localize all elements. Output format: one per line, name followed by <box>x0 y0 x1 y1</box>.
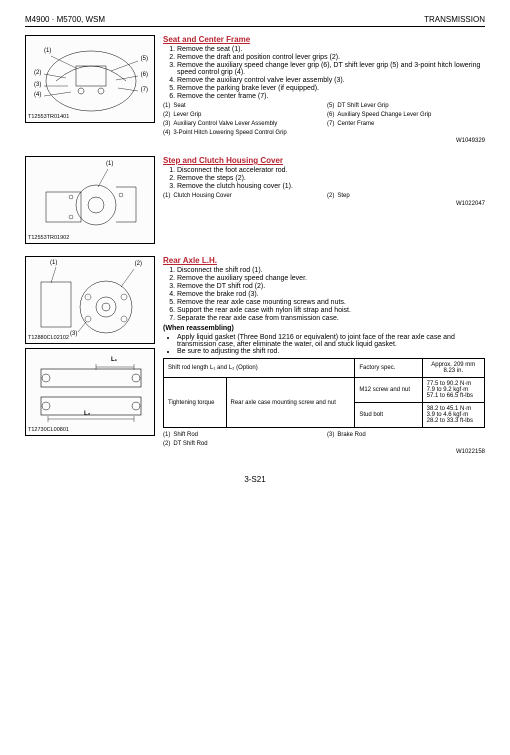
callout-4: (4) <box>34 92 41 98</box>
step: Remove the steps (2). <box>177 175 485 182</box>
step: Separate the rear axle case from transmi… <box>177 315 485 322</box>
callout-1: (1) <box>44 48 51 54</box>
text-column: Seat and Center Frame Remove the seat (1… <box>163 35 485 144</box>
diagram-svg <box>26 157 156 245</box>
section-title: Rear Axle L.H. <box>163 256 485 265</box>
callout-6: (6) <box>141 72 148 78</box>
step: Disconnect the foot accelerator rod. <box>177 167 485 174</box>
cell: Rear axle case mounting screw and nut <box>226 378 355 428</box>
section-rear-axle: (1) (2) (3) T12880CL02102 <box>25 256 485 455</box>
figure-id: T12880CL02102 <box>28 335 69 341</box>
header-right: TRANSMISSION <box>424 15 485 24</box>
label-l2: L₂ <box>84 411 90 417</box>
legend-col-left: (1)Shift Rod (2)DT Shift Rod <box>163 432 321 447</box>
figure-2: (1) T12553TR01902 <box>25 156 155 244</box>
w-code: W1049329 <box>163 138 485 144</box>
callout-1: (1) <box>106 161 113 167</box>
figure-3a: (1) (2) (3) T12880CL02102 <box>25 256 155 344</box>
w-code: W1022158 <box>163 449 485 455</box>
bullet: Be sure to adjusting the shift rod. <box>177 348 485 355</box>
diagram-svg <box>26 257 156 345</box>
figure-column: (1) (2) (3) T12880CL02102 <box>25 256 155 455</box>
steps-list: Remove the seat (1). Remove the draft an… <box>163 46 485 100</box>
section-title: Seat and Center Frame <box>163 35 485 44</box>
callout-7: (7) <box>141 87 148 93</box>
figure-column: (1) (2) (3) (4) (5) (6) (7) T12553TR0140… <box>25 35 155 144</box>
page-number: 3-S21 <box>25 475 485 484</box>
step: Remove the auxiliary control valve lever… <box>177 77 485 84</box>
step: Remove the center frame (7). <box>177 93 485 100</box>
figure-3b: L₁ L₂ T12730CL00801 <box>25 348 155 436</box>
cell: Tightening torque <box>164 378 227 428</box>
steps-list: Disconnect the shift rod (1). Remove the… <box>163 267 485 322</box>
figure-id: T12553TR01902 <box>28 235 69 241</box>
reassembling-label: (When reassembling) <box>163 325 485 332</box>
figure-id: T12553TR01401 <box>28 114 69 120</box>
step: Remove the parking brake lever (if equip… <box>177 85 485 92</box>
figure-1: (1) (2) (3) (4) (5) (6) (7) T12553TR0140… <box>25 35 155 123</box>
bullet: Apply liquid gasket (Three Bond 1216 or … <box>177 334 485 348</box>
callout-2: (2) <box>135 261 142 267</box>
bullets-list: Apply liquid gasket (Three Bond 1216 or … <box>177 334 485 355</box>
step: Disconnect the shift rod (1). <box>177 267 485 274</box>
page: M4900 · M5700, WSM TRANSMISSION <box>0 0 510 499</box>
cell: Stud bolt <box>355 403 422 428</box>
legend-col-right: (3)Brake Rod <box>327 432 485 447</box>
step: Remove the auxiliary speed change lever … <box>177 62 485 76</box>
legend: (1)Clutch Housing Cover (2)Step <box>163 193 485 199</box>
step: Remove the seat (1). <box>177 46 485 53</box>
step: Remove the brake rod (3). <box>177 291 485 298</box>
page-header: M4900 · M5700, WSM TRANSMISSION <box>25 15 485 27</box>
text-column: Step and Clutch Housing Cover Disconnect… <box>163 156 485 244</box>
figure-column: (1) T12553TR01902 <box>25 156 155 244</box>
step: Remove the auxiliary speed change lever. <box>177 275 485 282</box>
step: Remove the draft and position control le… <box>177 54 485 61</box>
header-left: M4900 · M5700, WSM <box>25 15 105 24</box>
section-step-clutch: (1) T12553TR01902 Step and Clutch Housin… <box>25 156 485 244</box>
step: Remove the clutch housing cover (1). <box>177 183 485 190</box>
callout-1: (1) <box>50 260 57 266</box>
callout-5: (5) <box>141 56 148 62</box>
step: Remove the DT shift rod (2). <box>177 283 485 290</box>
callout-3: (3) <box>70 331 77 337</box>
step: Support the rear axle case with nylon li… <box>177 307 485 314</box>
cell: M12 screw and nut <box>355 378 422 403</box>
callout-2: (2) <box>34 70 41 76</box>
diagram-svg <box>26 349 156 437</box>
section-title: Step and Clutch Housing Cover <box>163 156 485 165</box>
cell: 38.2 to 45.1 N·m 3.9 to 4.6 kgf·m 28.2 t… <box>422 403 484 428</box>
cell: Shift rod length L₁ and L₂ (Option) <box>164 359 355 378</box>
w-code: W1022047 <box>163 201 485 207</box>
callout-3: (3) <box>34 82 41 88</box>
figure-id: T12730CL00801 <box>28 427 69 433</box>
legend-col-right: (5)DT Shift Lever Grip (6)Auxiliary Spee… <box>327 103 485 136</box>
steps-list: Disconnect the foot accelerator rod. Rem… <box>163 167 485 190</box>
cell: 77.5 to 90.2 N·m 7.9 to 9.2 kgf·m 57.1 t… <box>422 378 484 403</box>
legend: (1)Shift Rod (2)DT Shift Rod (3)Brake Ro… <box>163 432 485 447</box>
text-column: Rear Axle L.H. Disconnect the shift rod … <box>163 256 485 455</box>
step: Remove the rear axle case mounting screw… <box>177 299 485 306</box>
cell: Approx. 209 mm 8.23 in. <box>422 359 484 378</box>
label-l1: L₁ <box>111 357 117 363</box>
cell: Factory spec. <box>355 359 422 378</box>
spec-table: Shift rod length L₁ and L₂ (Option) Fact… <box>163 358 485 428</box>
section-seat-center-frame: (1) (2) (3) (4) (5) (6) (7) T12553TR0140… <box>25 35 485 144</box>
legend: (1)Seat (2)Lever Grip (3)Auxiliary Contr… <box>163 103 485 136</box>
legend-col-left: (1)Seat (2)Lever Grip (3)Auxiliary Contr… <box>163 103 321 136</box>
